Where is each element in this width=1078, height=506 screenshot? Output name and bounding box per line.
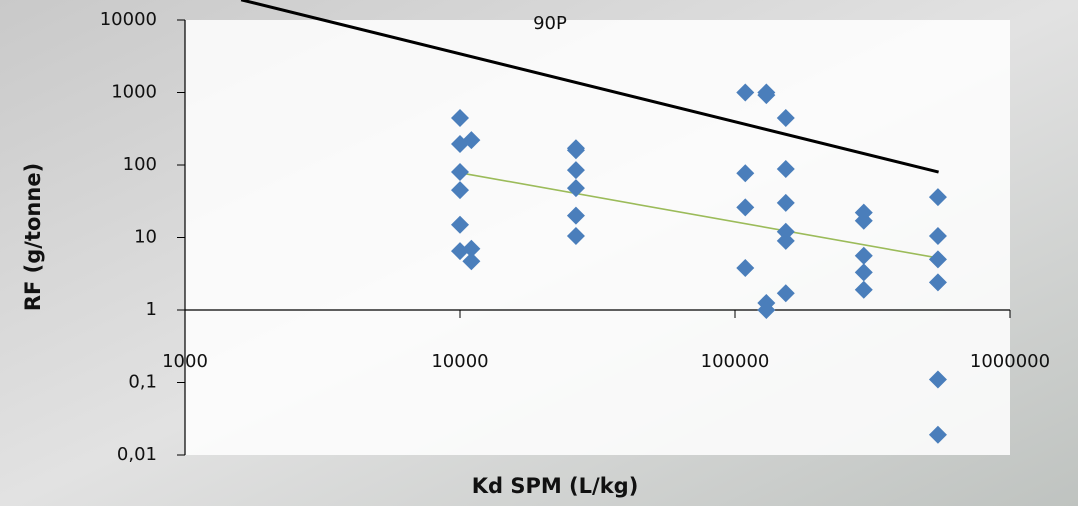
point — [462, 239, 481, 258]
point — [736, 258, 755, 277]
point — [566, 179, 585, 198]
point — [566, 226, 585, 245]
y-tick-label: 0,01 — [117, 444, 157, 465]
x-tick-label: 10000 — [431, 351, 488, 372]
x-tick-label: 1000 — [162, 351, 208, 372]
point — [566, 161, 585, 180]
point — [928, 226, 947, 245]
point — [566, 206, 585, 225]
x-axis-label: Kd SPM (L/kg) — [472, 474, 639, 498]
point — [928, 273, 947, 292]
line-label: 90P — [533, 13, 567, 34]
point — [928, 370, 947, 389]
point — [736, 83, 755, 102]
point — [776, 193, 795, 212]
y-axis-label: RF (g/tonne) — [21, 163, 45, 311]
y-tick-label: 100 — [123, 154, 157, 175]
point — [928, 250, 947, 269]
point — [854, 211, 873, 230]
line — [240, 0, 939, 174]
x-tick-label: 100000 — [701, 351, 770, 372]
point — [928, 188, 947, 207]
x-tick-label: 1000000 — [970, 351, 1050, 372]
point — [736, 164, 755, 183]
plot-area — [185, 20, 1010, 455]
y-tick-label: 1000 — [111, 82, 157, 103]
point — [757, 86, 776, 105]
point — [776, 222, 795, 241]
y-tick-label: 1 — [146, 299, 157, 320]
line — [459, 172, 939, 259]
point — [776, 231, 795, 250]
point — [928, 425, 947, 444]
point — [776, 284, 795, 303]
point — [757, 301, 776, 319]
point — [462, 131, 481, 150]
point — [776, 108, 795, 127]
point — [854, 263, 873, 282]
point — [451, 108, 469, 127]
y-tick-label: 10000 — [100, 9, 157, 30]
point — [566, 141, 585, 160]
point — [451, 242, 469, 261]
point — [451, 181, 469, 200]
point — [854, 280, 873, 299]
point — [736, 198, 755, 217]
point — [451, 163, 469, 182]
point — [451, 215, 469, 234]
point — [462, 252, 481, 271]
point — [776, 160, 795, 179]
y-tick-label: 10 — [134, 227, 157, 248]
point — [854, 246, 873, 265]
y-tick-label: 0,1 — [128, 372, 157, 393]
